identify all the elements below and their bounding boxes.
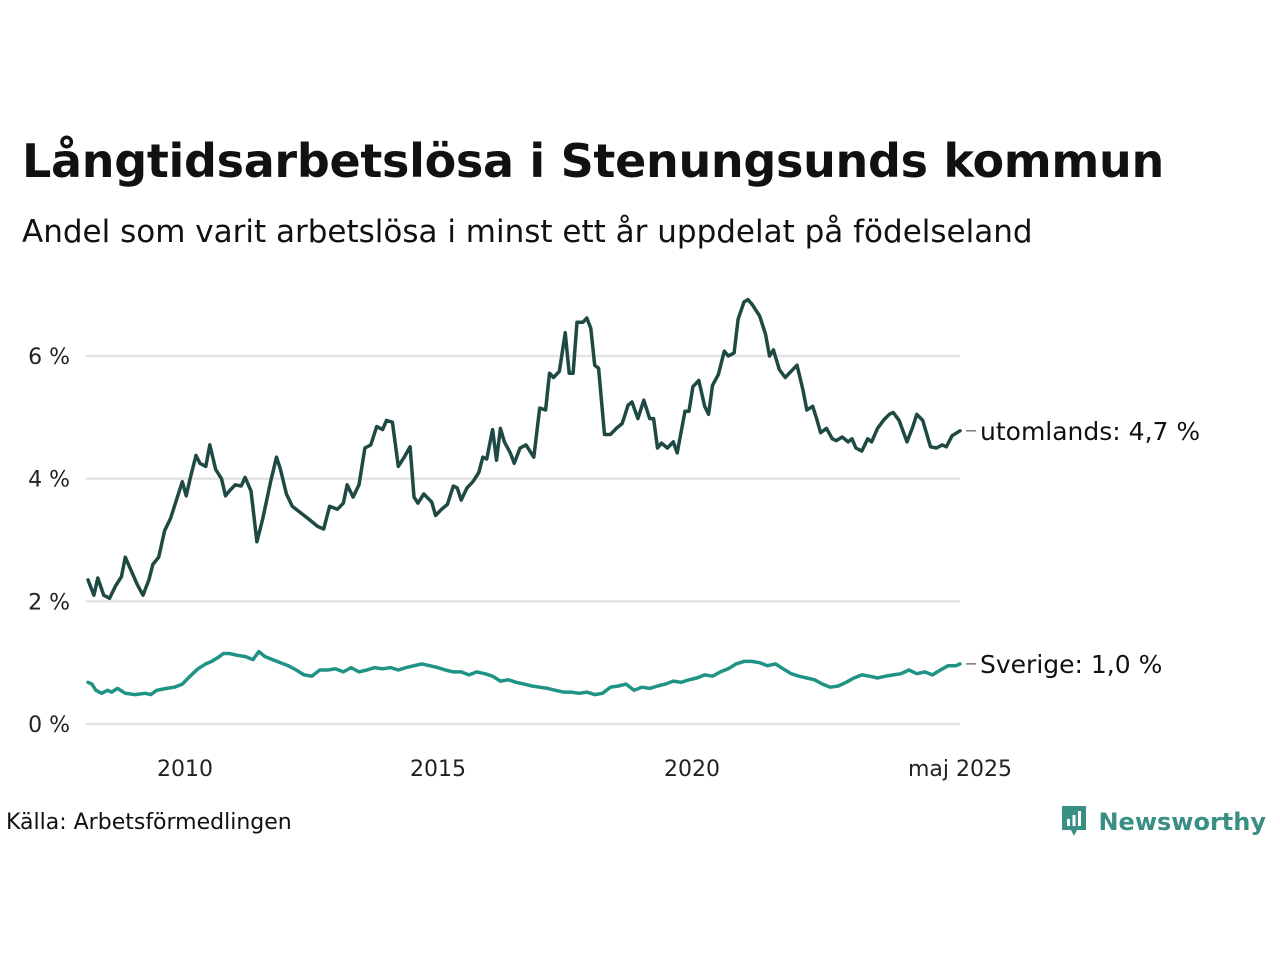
y-tick-label: 4 %	[28, 468, 70, 493]
series-line-sverige	[86, 649, 962, 697]
chart-subtitle: Andel som varit arbetslösa i minst ett å…	[22, 214, 1033, 250]
chart-title: Långtidsarbetslösa i Stenungsunds kommun	[22, 134, 1164, 188]
series-end-label-utomlands: utomlands: 4,7 %	[980, 417, 1200, 446]
source-note: Källa: Arbetsförmedlingen	[6, 810, 292, 835]
series-lines	[86, 297, 962, 697]
x-tick-label: 2010	[157, 757, 213, 782]
brand-name: Newsworthy	[1098, 808, 1266, 836]
x-axis-tick-labels: 2010 2015 2020 maj 2025	[157, 757, 1012, 782]
gridlines	[86, 354, 960, 726]
x-tick-label: 2020	[664, 757, 720, 782]
y-tick-label: 6 %	[28, 345, 70, 370]
y-tick-label: 2 %	[28, 590, 70, 615]
series-line-utomlands	[86, 297, 962, 601]
series-end-labels: utomlands: 4,7 % Sverige: 1,0 %	[966, 417, 1200, 679]
y-axis-tick-labels: 0 % 2 % 4 % 6 %	[28, 345, 70, 738]
x-tick-label: maj 2025	[908, 757, 1012, 782]
newsworthy-logo-icon	[1062, 806, 1087, 836]
y-tick-label: 0 %	[28, 713, 70, 738]
x-tick-label: 2015	[410, 757, 466, 782]
brand-logo: Newsworthy	[1060, 804, 1266, 840]
series-end-label-sverige: Sverige: 1,0 %	[980, 650, 1162, 679]
